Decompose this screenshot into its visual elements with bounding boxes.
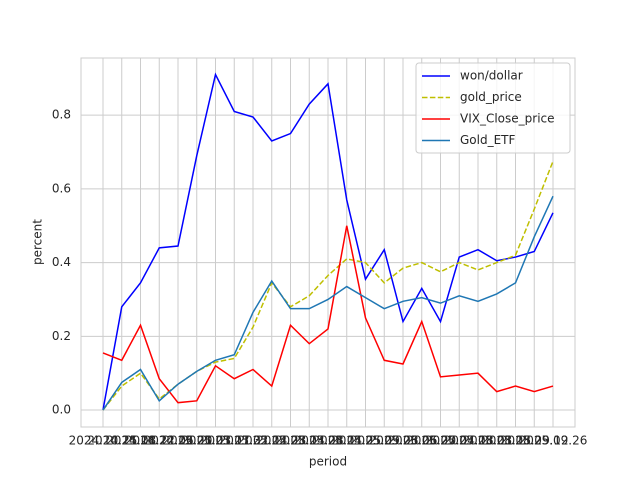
x-tick-label: 2025.07.04 [406,434,475,448]
x-tick-label: 2024.10.25 [69,434,138,448]
y-tick-label: 0.2 [52,329,71,343]
x-tick-label: 2025.04.11 [294,434,363,448]
x-tick-label: 2025.06.20 [387,434,456,448]
x-tick-label: 2025.01.17 [181,434,250,448]
x-tick-label: 2025.09.12 [500,434,569,448]
x-tick-label: 2025.07.18 [425,434,494,448]
x-tick-label: 2025.02.28 [237,434,306,448]
series-line [102,195,554,411]
y-tick-label: 0.0 [52,403,71,417]
y-axis-label: percent [31,219,45,265]
x-tick-label: 2025.04.25 [312,434,381,448]
y-tick-label: 0.6 [52,181,71,195]
legend: won/dollar gold_price VIX_Close_price Gold_… [415,62,571,154]
x-tick-label: 2025.08.01 [444,434,513,448]
x-tick-label: 2024.12.06 [125,434,194,448]
x-tick-label: 2025.01.31 [200,434,269,448]
x-axis-label: period [309,455,347,469]
x-tick-label: 2025.08.15 [462,434,531,448]
legend-label: won/dollar [460,69,523,83]
plot-frame [80,57,576,428]
x-tick-label: 2025.03.14 [256,434,325,448]
series-line [102,72,554,411]
series-line [102,160,554,411]
x-tick-label: 2024.12.20 [144,434,213,448]
x-tick-label: 2025.06.06 [369,434,438,448]
y-tick-label: 0.4 [52,255,71,269]
x-tick-label: 2025.05.09 [331,434,400,448]
x-tick-label: 2024.11.22 [106,434,175,448]
x-tick-label: 2025.02.14 [219,434,288,448]
x-tick-label: 2025.03.28 [275,434,344,448]
x-tick-label: 2025.01.03 [162,434,231,448]
x-tick-label: 2025.09.26 [519,434,588,448]
legend-label: VIX_Close_price [460,112,555,126]
x-tick-label: 2025.05.23 [350,434,419,448]
x-tick-label: 2025.08.29 [481,434,550,448]
legend-label: Gold_ETF [460,133,516,147]
series-line [102,225,554,404]
legend-label: gold_price [460,90,522,104]
y-tick-label: 0.8 [52,108,71,122]
legend-box [415,62,571,154]
x-tick-label: 2024.11.08 [87,434,156,448]
